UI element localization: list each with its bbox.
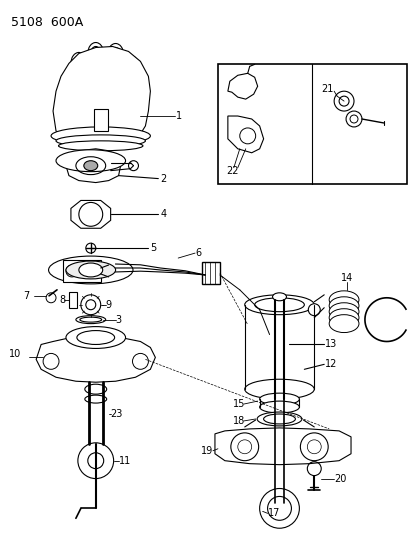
Ellipse shape: [48, 256, 133, 284]
Bar: [69, 292, 77, 308]
Ellipse shape: [71, 52, 87, 74]
Ellipse shape: [110, 47, 120, 61]
Bar: [63, 260, 100, 282]
Text: 12: 12: [325, 359, 337, 369]
Bar: [217, 64, 406, 183]
Circle shape: [308, 304, 320, 316]
Text: 13: 13: [325, 340, 337, 350]
Text: 5: 5: [150, 243, 156, 253]
Ellipse shape: [117, 78, 133, 100]
Circle shape: [69, 75, 77, 83]
Text: 21: 21: [320, 84, 333, 94]
Ellipse shape: [122, 55, 138, 77]
Circle shape: [43, 353, 59, 369]
Text: 15: 15: [232, 399, 244, 409]
Bar: [93, 109, 107, 131]
Circle shape: [121, 85, 129, 93]
Text: 9: 9: [105, 300, 112, 310]
Polygon shape: [36, 336, 155, 382]
Ellipse shape: [65, 68, 81, 90]
Ellipse shape: [78, 263, 102, 277]
Ellipse shape: [88, 43, 103, 64]
Ellipse shape: [51, 127, 150, 145]
Circle shape: [126, 62, 134, 70]
Circle shape: [112, 51, 119, 59]
Text: 18: 18: [232, 416, 244, 426]
Ellipse shape: [328, 309, 358, 327]
Circle shape: [85, 243, 95, 253]
Text: 14: 14: [340, 273, 352, 283]
Text: 19: 19: [200, 446, 212, 456]
Text: 23: 23: [110, 409, 123, 419]
Ellipse shape: [254, 298, 304, 312]
Ellipse shape: [83, 80, 98, 102]
Circle shape: [132, 353, 148, 369]
Polygon shape: [53, 46, 150, 141]
Text: 17: 17: [267, 508, 279, 518]
Ellipse shape: [83, 161, 97, 171]
Text: 4: 4: [160, 209, 166, 220]
Ellipse shape: [100, 86, 116, 108]
Ellipse shape: [85, 384, 107, 394]
Ellipse shape: [256, 412, 301, 426]
Ellipse shape: [90, 46, 100, 60]
Circle shape: [104, 93, 112, 101]
Ellipse shape: [56, 135, 145, 147]
Ellipse shape: [76, 316, 105, 324]
Text: 20: 20: [333, 473, 346, 483]
Circle shape: [87, 87, 95, 95]
Ellipse shape: [125, 59, 135, 74]
Polygon shape: [66, 149, 120, 183]
Ellipse shape: [272, 293, 286, 301]
Ellipse shape: [244, 379, 313, 399]
Polygon shape: [227, 74, 257, 99]
Text: 2: 2: [160, 174, 166, 183]
Bar: [202, 262, 219, 284]
Ellipse shape: [85, 84, 95, 98]
Circle shape: [75, 59, 83, 67]
Polygon shape: [227, 116, 263, 153]
Ellipse shape: [328, 314, 358, 333]
Ellipse shape: [103, 90, 113, 104]
Text: 1: 1: [176, 111, 182, 121]
Ellipse shape: [58, 141, 142, 151]
Text: 3: 3: [115, 314, 121, 325]
Ellipse shape: [120, 82, 130, 96]
Ellipse shape: [66, 261, 115, 279]
Polygon shape: [214, 428, 350, 465]
Ellipse shape: [56, 150, 125, 172]
Ellipse shape: [244, 295, 313, 314]
Polygon shape: [71, 200, 110, 228]
Ellipse shape: [328, 303, 358, 321]
Ellipse shape: [107, 44, 123, 66]
Text: 6: 6: [195, 248, 201, 258]
Ellipse shape: [66, 327, 125, 349]
Circle shape: [92, 50, 100, 58]
Text: 5108  600A: 5108 600A: [11, 15, 83, 29]
Ellipse shape: [77, 330, 114, 344]
Text: 10: 10: [9, 350, 21, 359]
Ellipse shape: [68, 72, 78, 86]
Text: 8: 8: [59, 295, 65, 305]
Text: 11: 11: [118, 456, 131, 466]
Ellipse shape: [74, 56, 83, 70]
Text: 22: 22: [225, 166, 238, 176]
Ellipse shape: [259, 393, 299, 405]
Ellipse shape: [328, 291, 358, 309]
Ellipse shape: [328, 297, 358, 314]
Ellipse shape: [259, 401, 299, 413]
Text: 7: 7: [23, 291, 29, 301]
